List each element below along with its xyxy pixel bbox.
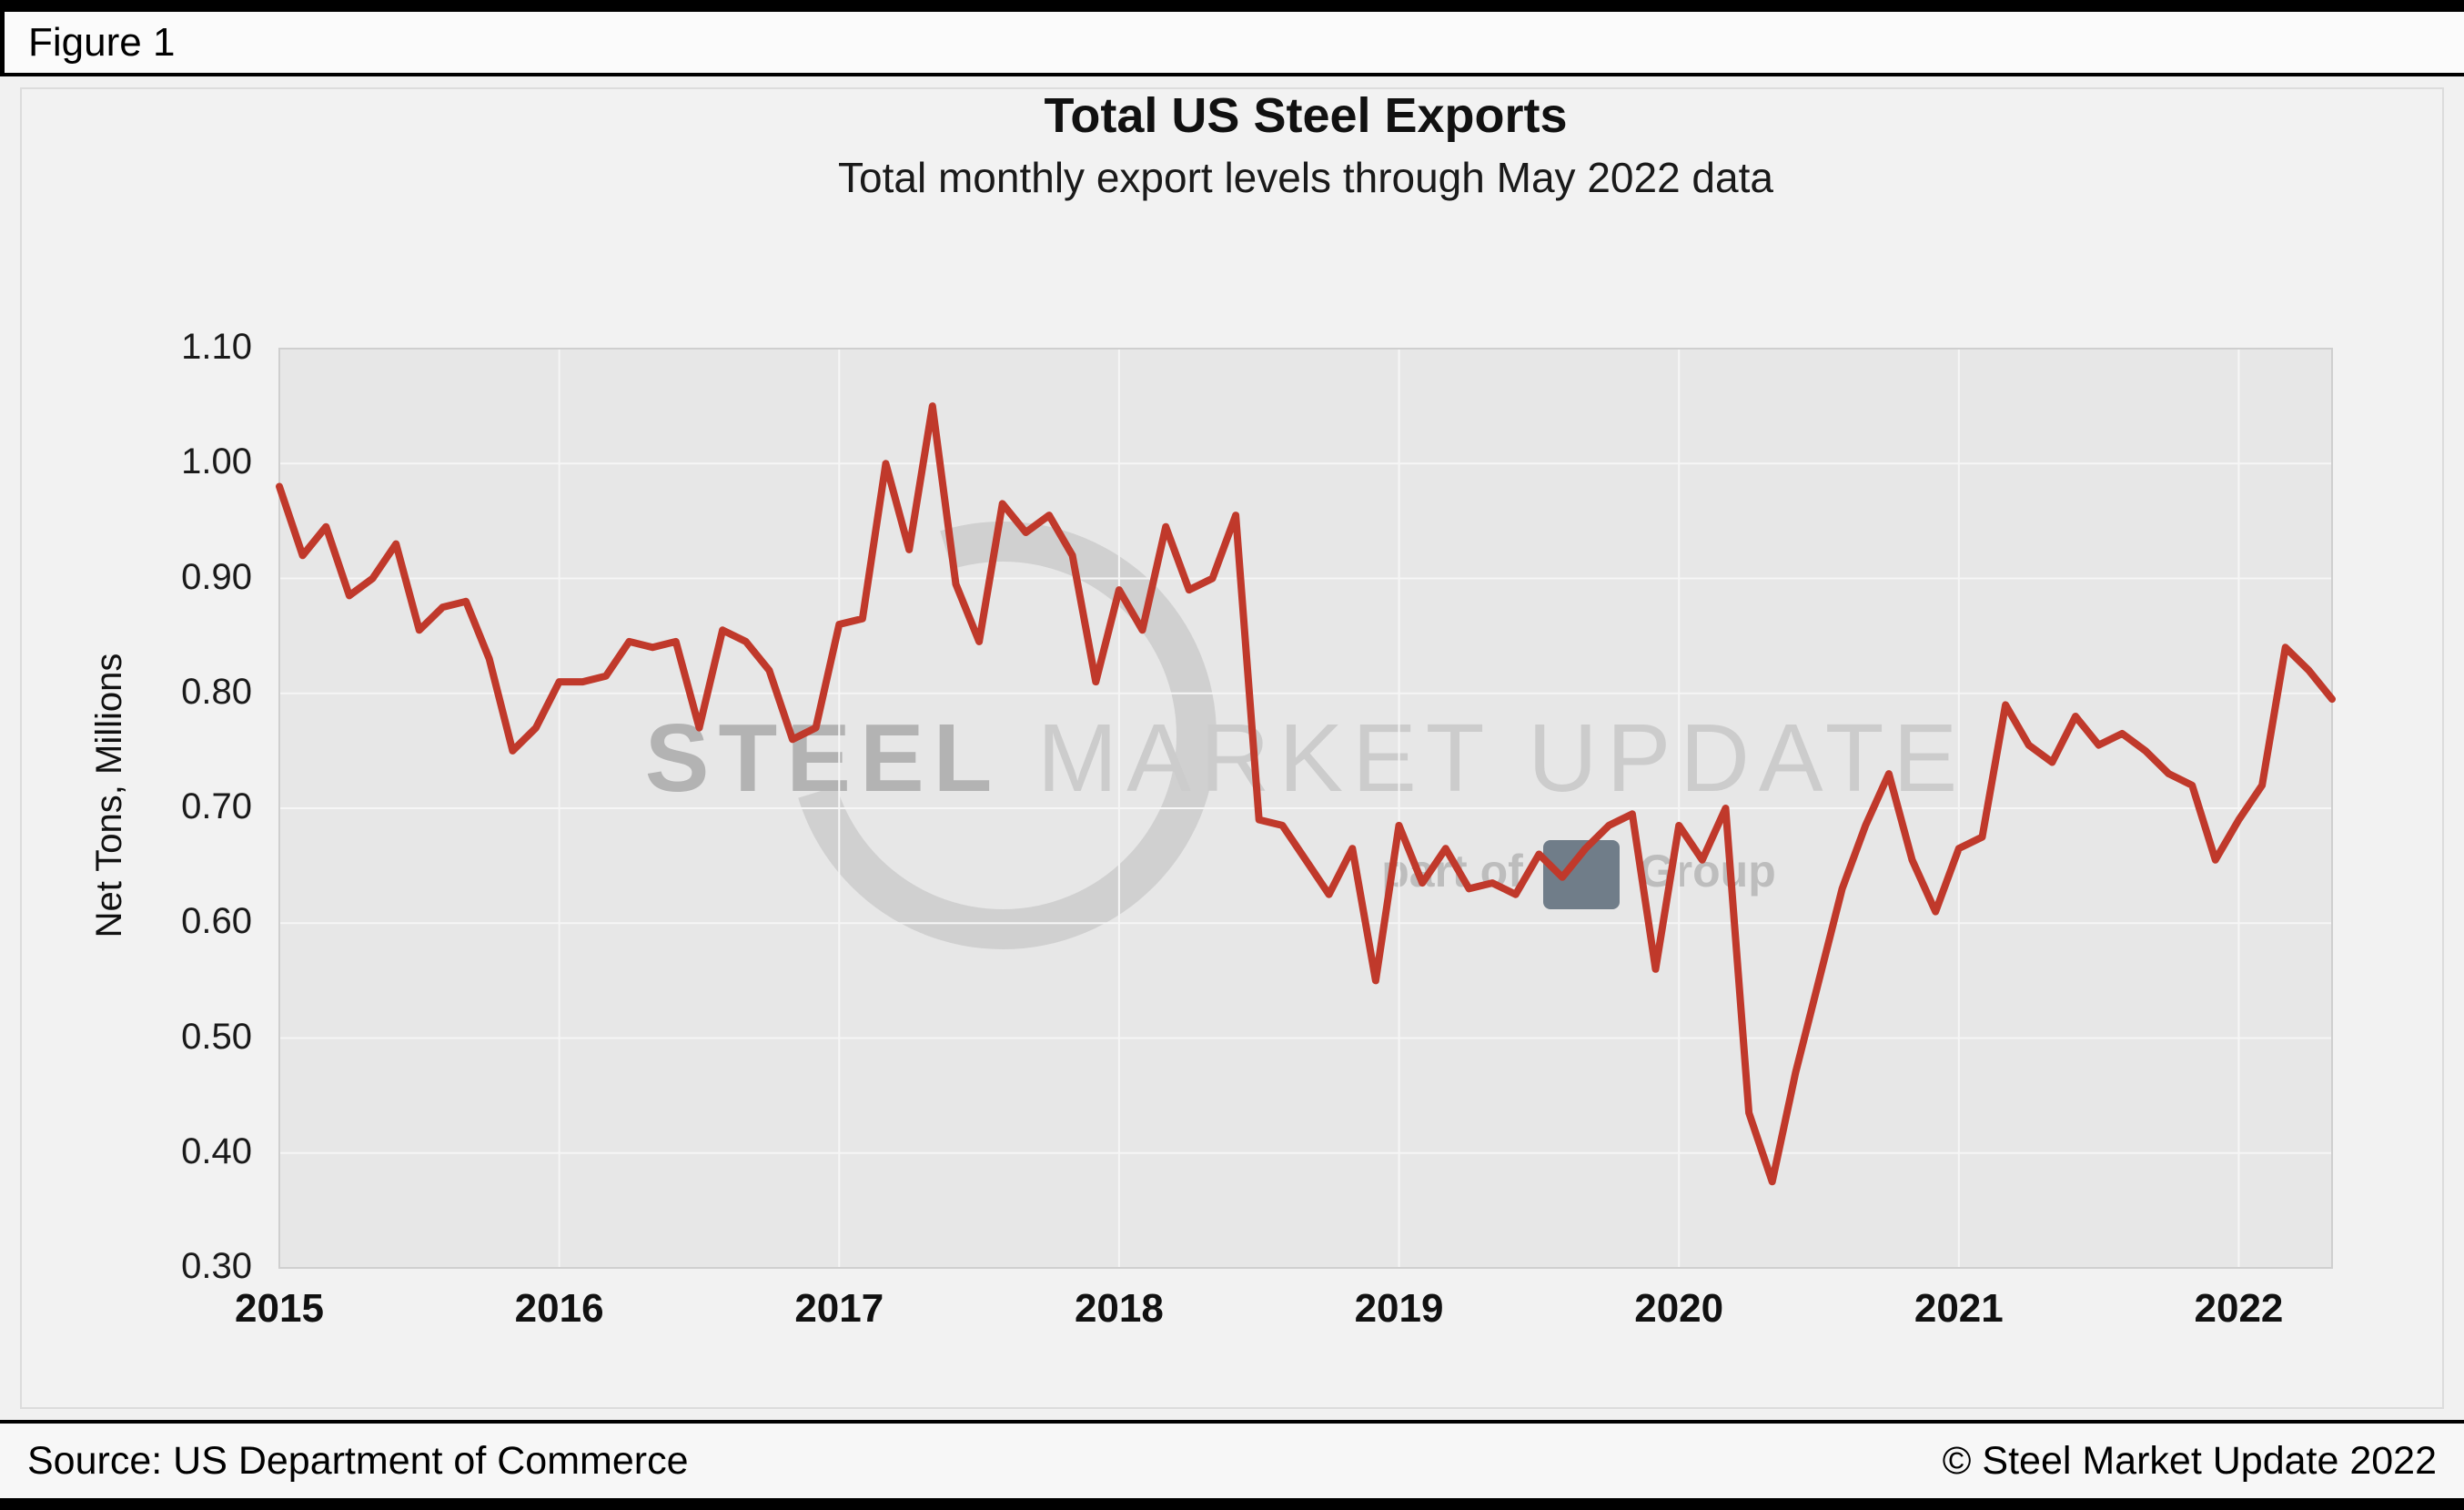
source-attribution: Source: US Department of Commerce — [27, 1438, 689, 1483]
y-axis-tick-label: 0.80 — [181, 671, 252, 712]
y-axis-tick-label: 0.30 — [181, 1246, 252, 1286]
x-axis-tick-label: 2020 — [1634, 1286, 1724, 1331]
y-axis-tick-label: 0.90 — [181, 556, 252, 597]
x-axis-tick-label: 2016 — [514, 1286, 604, 1331]
x-axis-tick-label: 2022 — [2194, 1286, 2284, 1331]
y-axis-tick-label: 1.10 — [181, 327, 252, 367]
footer: Source: US Department of Commerce © Stee… — [0, 1424, 2464, 1498]
figure-label: Figure 1 — [28, 19, 176, 65]
y-axis-tick-label: 0.40 — [181, 1130, 252, 1171]
x-axis-tick-label: 2021 — [1914, 1286, 2004, 1331]
footer-divider — [0, 1420, 2464, 1424]
y-axis-tick-label: 0.50 — [181, 1016, 252, 1057]
y-axis-tick-label: 0.70 — [181, 786, 252, 826]
copyright-notice: © Steel Market Update 2022 — [1942, 1438, 2437, 1483]
figure-header: Figure 1 — [0, 12, 2464, 73]
x-axis-tick-label: 2015 — [235, 1286, 324, 1331]
y-axis-tick-label: 1.00 — [181, 441, 252, 482]
bottom-border-bar — [0, 1498, 2464, 1510]
chart-subtitle: Total monthly export levels through May … — [838, 154, 1773, 201]
x-axis-tick-label: 2017 — [794, 1286, 884, 1331]
y-axis-tick-label: 0.60 — [181, 901, 252, 942]
chart-title: Total US Steel Exports — [1044, 88, 1568, 143]
x-axis-tick-label: 2018 — [1074, 1286, 1164, 1331]
x-axis-tick-label: 2019 — [1354, 1286, 1444, 1331]
header-divider — [0, 73, 2464, 76]
top-border-bar — [0, 0, 2464, 12]
